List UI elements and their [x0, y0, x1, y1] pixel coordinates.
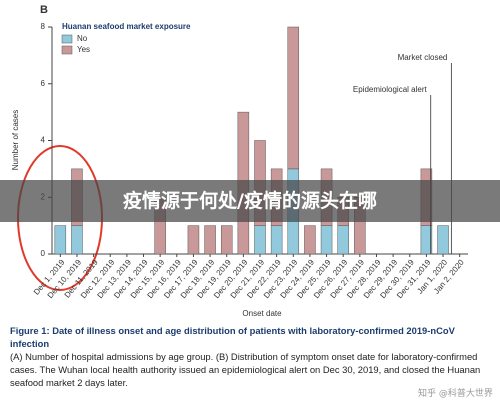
- panel-label: B: [40, 4, 48, 16]
- legend-label: Yes: [77, 45, 90, 54]
- bar-segment: [287, 26, 300, 170]
- bar-segment: [204, 225, 216, 255]
- legend-title: Huanan seafood market exposure: [62, 22, 191, 31]
- bar-segment: [254, 225, 266, 255]
- annotation: Epidemiological alert: [353, 85, 428, 94]
- bar-segment: [187, 225, 200, 255]
- legend-swatch: [61, 45, 73, 55]
- bar-segment: [420, 225, 433, 255]
- legend-label: No: [77, 34, 88, 43]
- caption-title: Figure 1: Date of illness onset and age …: [10, 325, 455, 349]
- overlay-banner: 疫情源于何处/疫情的源头在哪: [0, 180, 500, 222]
- x-axis-label: Onset date: [242, 309, 282, 318]
- bar-segment: [337, 225, 349, 255]
- bar-segment: [54, 225, 67, 255]
- bar-segment: [304, 225, 316, 255]
- y-tick-label: 8: [41, 22, 46, 31]
- y-tick-label: 0: [41, 249, 46, 258]
- annotation: Market closed: [398, 53, 448, 62]
- y-tick-label: 6: [41, 79, 46, 88]
- y-tick-label: 4: [41, 136, 46, 145]
- y-axis-label: Number of cases: [11, 110, 20, 170]
- bar-segment: [320, 225, 333, 255]
- legend-swatch: [61, 34, 73, 44]
- bar-segment: [270, 225, 283, 255]
- caption-text: (A) Number of hospital admissions by age…: [10, 351, 481, 388]
- bar-segment: [437, 225, 449, 255]
- caption: Figure 1: Date of illness onset and age …: [10, 324, 492, 389]
- watermark: 知乎 @科普大世界: [418, 389, 493, 399]
- bar-segment: [220, 225, 233, 255]
- chart: B Huanan seafood market exposure Number …: [11, 4, 468, 318]
- bar-segment: [71, 225, 83, 255]
